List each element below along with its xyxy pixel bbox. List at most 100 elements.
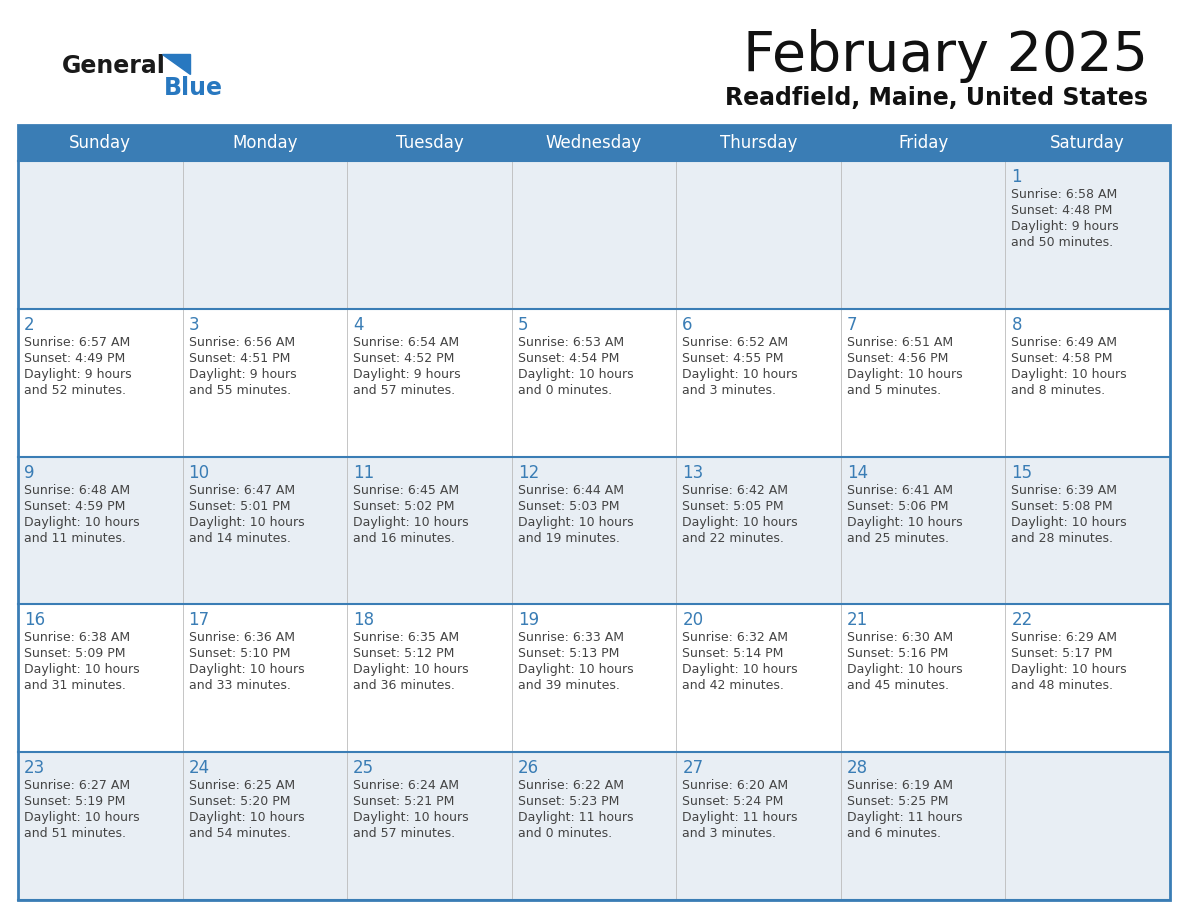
Text: Sunset: 5:03 PM: Sunset: 5:03 PM (518, 499, 619, 512)
Polygon shape (162, 54, 190, 74)
Text: 28: 28 (847, 759, 868, 778)
Text: Daylight: 10 hours: Daylight: 10 hours (1011, 664, 1127, 677)
Text: Daylight: 10 hours: Daylight: 10 hours (847, 368, 962, 381)
Text: Sunset: 4:52 PM: Sunset: 4:52 PM (353, 352, 455, 364)
Text: Sunset: 5:08 PM: Sunset: 5:08 PM (1011, 499, 1113, 512)
Text: and 55 minutes.: and 55 minutes. (189, 384, 291, 397)
Text: Sunrise: 6:38 AM: Sunrise: 6:38 AM (24, 632, 131, 644)
Text: 4: 4 (353, 316, 364, 334)
Text: Sunrise: 6:42 AM: Sunrise: 6:42 AM (682, 484, 789, 497)
Text: 17: 17 (189, 611, 210, 630)
Text: Sunset: 5:23 PM: Sunset: 5:23 PM (518, 795, 619, 808)
Text: Sunrise: 6:39 AM: Sunrise: 6:39 AM (1011, 484, 1118, 497)
Text: Daylight: 10 hours: Daylight: 10 hours (518, 516, 633, 529)
Text: Sunset: 5:13 PM: Sunset: 5:13 PM (518, 647, 619, 660)
Text: Sunrise: 6:47 AM: Sunrise: 6:47 AM (189, 484, 295, 497)
Text: Daylight: 10 hours: Daylight: 10 hours (189, 516, 304, 529)
Text: and 42 minutes.: and 42 minutes. (682, 679, 784, 692)
Text: 10: 10 (189, 464, 210, 482)
Text: Blue: Blue (164, 76, 223, 100)
Text: Daylight: 10 hours: Daylight: 10 hours (189, 812, 304, 824)
Text: and 54 minutes.: and 54 minutes. (189, 827, 291, 840)
Text: 12: 12 (518, 464, 539, 482)
Text: Sunrise: 6:48 AM: Sunrise: 6:48 AM (24, 484, 131, 497)
Text: Sunset: 5:01 PM: Sunset: 5:01 PM (189, 499, 290, 512)
Text: 26: 26 (518, 759, 539, 778)
Text: Daylight: 10 hours: Daylight: 10 hours (847, 516, 962, 529)
Text: 24: 24 (189, 759, 210, 778)
Text: Sunrise: 6:33 AM: Sunrise: 6:33 AM (518, 632, 624, 644)
Bar (18, 125, 1170, 161)
Text: Sunrise: 6:56 AM: Sunrise: 6:56 AM (189, 336, 295, 349)
Text: and 31 minutes.: and 31 minutes. (24, 679, 126, 692)
Text: Sunrise: 6:27 AM: Sunrise: 6:27 AM (24, 779, 131, 792)
Text: 8: 8 (1011, 316, 1022, 334)
Text: General: General (62, 54, 166, 78)
Text: Sunset: 4:56 PM: Sunset: 4:56 PM (847, 352, 948, 364)
Text: Sunrise: 6:52 AM: Sunrise: 6:52 AM (682, 336, 789, 349)
Text: Daylight: 10 hours: Daylight: 10 hours (24, 516, 140, 529)
Text: 7: 7 (847, 316, 858, 334)
Text: Sunset: 4:58 PM: Sunset: 4:58 PM (1011, 352, 1113, 364)
Text: and 50 minutes.: and 50 minutes. (1011, 236, 1113, 249)
Text: 18: 18 (353, 611, 374, 630)
Text: Sunrise: 6:44 AM: Sunrise: 6:44 AM (518, 484, 624, 497)
Text: and 5 minutes.: and 5 minutes. (847, 384, 941, 397)
Text: Daylight: 10 hours: Daylight: 10 hours (682, 516, 798, 529)
Text: Sunset: 4:48 PM: Sunset: 4:48 PM (1011, 204, 1113, 217)
Text: and 11 minutes.: and 11 minutes. (24, 532, 126, 544)
Text: Sunrise: 6:51 AM: Sunrise: 6:51 AM (847, 336, 953, 349)
Text: Sunset: 5:25 PM: Sunset: 5:25 PM (847, 795, 948, 808)
Text: and 39 minutes.: and 39 minutes. (518, 679, 620, 692)
Text: Saturday: Saturday (1050, 134, 1125, 152)
Text: Friday: Friday (898, 134, 948, 152)
Text: Sunset: 4:51 PM: Sunset: 4:51 PM (189, 352, 290, 364)
Text: and 0 minutes.: and 0 minutes. (518, 384, 612, 397)
Text: Sunrise: 6:20 AM: Sunrise: 6:20 AM (682, 779, 789, 792)
Text: Sunset: 4:49 PM: Sunset: 4:49 PM (24, 352, 125, 364)
Text: and 16 minutes.: and 16 minutes. (353, 532, 455, 544)
Text: Daylight: 10 hours: Daylight: 10 hours (847, 664, 962, 677)
Text: Sunrise: 6:53 AM: Sunrise: 6:53 AM (518, 336, 624, 349)
Text: Sunset: 5:19 PM: Sunset: 5:19 PM (24, 795, 126, 808)
Text: Daylight: 11 hours: Daylight: 11 hours (682, 812, 798, 824)
Text: Tuesday: Tuesday (396, 134, 463, 152)
Text: and 6 minutes.: and 6 minutes. (847, 827, 941, 840)
Text: Sunrise: 6:54 AM: Sunrise: 6:54 AM (353, 336, 460, 349)
Text: Daylight: 10 hours: Daylight: 10 hours (1011, 516, 1127, 529)
Text: and 45 minutes.: and 45 minutes. (847, 679, 949, 692)
Text: 11: 11 (353, 464, 374, 482)
Text: 15: 15 (1011, 464, 1032, 482)
Text: and 28 minutes.: and 28 minutes. (1011, 532, 1113, 544)
Text: and 3 minutes.: and 3 minutes. (682, 827, 776, 840)
Text: and 14 minutes.: and 14 minutes. (189, 532, 290, 544)
Text: Daylight: 10 hours: Daylight: 10 hours (518, 664, 633, 677)
Text: and 22 minutes.: and 22 minutes. (682, 532, 784, 544)
Text: Sunrise: 6:30 AM: Sunrise: 6:30 AM (847, 632, 953, 644)
Text: 13: 13 (682, 464, 703, 482)
Text: 5: 5 (518, 316, 529, 334)
Text: and 57 minutes.: and 57 minutes. (353, 384, 455, 397)
Text: 2: 2 (24, 316, 34, 334)
Text: Thursday: Thursday (720, 134, 797, 152)
Text: Sunset: 5:16 PM: Sunset: 5:16 PM (847, 647, 948, 660)
Text: Sunset: 5:12 PM: Sunset: 5:12 PM (353, 647, 455, 660)
Text: 19: 19 (518, 611, 539, 630)
Text: and 51 minutes.: and 51 minutes. (24, 827, 126, 840)
Text: Sunset: 4:59 PM: Sunset: 4:59 PM (24, 499, 126, 512)
Text: Daylight: 10 hours: Daylight: 10 hours (24, 664, 140, 677)
Text: 9: 9 (24, 464, 34, 482)
Text: 20: 20 (682, 611, 703, 630)
Text: Daylight: 10 hours: Daylight: 10 hours (682, 664, 798, 677)
Text: and 52 minutes.: and 52 minutes. (24, 384, 126, 397)
Text: Sunrise: 6:41 AM: Sunrise: 6:41 AM (847, 484, 953, 497)
Text: Sunrise: 6:36 AM: Sunrise: 6:36 AM (189, 632, 295, 644)
Text: and 19 minutes.: and 19 minutes. (518, 532, 620, 544)
Text: Sunrise: 6:45 AM: Sunrise: 6:45 AM (353, 484, 460, 497)
Text: Sunrise: 6:22 AM: Sunrise: 6:22 AM (518, 779, 624, 792)
Text: Sunrise: 6:25 AM: Sunrise: 6:25 AM (189, 779, 295, 792)
Text: and 25 minutes.: and 25 minutes. (847, 532, 949, 544)
Text: 23: 23 (24, 759, 45, 778)
Text: Daylight: 9 hours: Daylight: 9 hours (1011, 220, 1119, 233)
Text: Daylight: 11 hours: Daylight: 11 hours (847, 812, 962, 824)
